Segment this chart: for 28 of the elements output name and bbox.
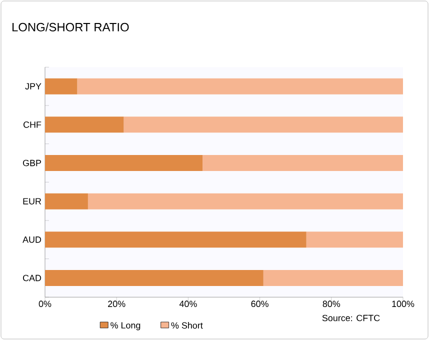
x-tick-label: 100% bbox=[392, 300, 414, 308]
source-note: Source: CFTC bbox=[322, 314, 380, 322]
bar bbox=[306, 232, 404, 248]
legend-label: % Long bbox=[110, 322, 140, 330]
y-tick-label: CAD bbox=[23, 274, 42, 282]
x-tick-label: 60% bbox=[251, 300, 268, 308]
x-tick-label: 20% bbox=[108, 300, 126, 308]
x-tick-label: 0% bbox=[38, 300, 52, 308]
y-tick-label: AUD bbox=[22, 236, 42, 243]
bar bbox=[45, 193, 88, 210]
bar bbox=[88, 193, 404, 210]
y-tick-label: EUR bbox=[23, 198, 42, 204]
bar bbox=[45, 78, 78, 94]
bar bbox=[45, 116, 124, 133]
bar bbox=[45, 155, 203, 171]
y-tick-label: JPY bbox=[25, 83, 42, 90]
y-tick-label: GBP bbox=[23, 160, 42, 166]
bar bbox=[263, 270, 404, 286]
bar bbox=[45, 232, 306, 248]
bar bbox=[124, 116, 404, 133]
legend-label: % Short bbox=[171, 322, 203, 329]
x-tick-label: 40% bbox=[179, 300, 197, 308]
y-tick-label: CHF bbox=[24, 121, 42, 128]
x-tick-label: 80% bbox=[322, 300, 340, 308]
bar bbox=[45, 270, 264, 286]
bar bbox=[77, 78, 404, 94]
chart-title: LONG/SHORT RATIO bbox=[12, 22, 129, 32]
bar bbox=[202, 155, 404, 171]
